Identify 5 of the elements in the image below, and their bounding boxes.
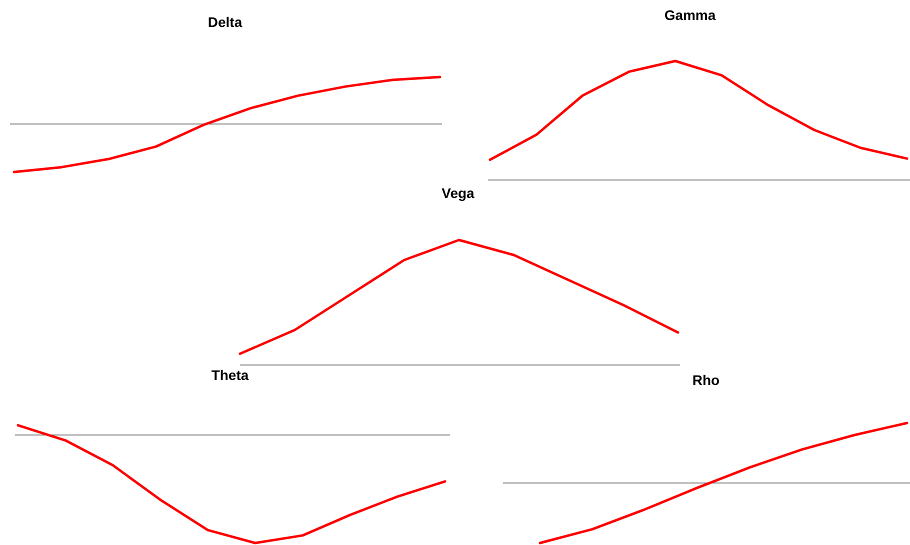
chart-title: Rho [692, 372, 720, 388]
chart-title: Vega [442, 185, 475, 201]
chart-title: Theta [211, 367, 249, 383]
chart-title: Gamma [664, 7, 716, 23]
chart-title: Delta [208, 14, 242, 30]
